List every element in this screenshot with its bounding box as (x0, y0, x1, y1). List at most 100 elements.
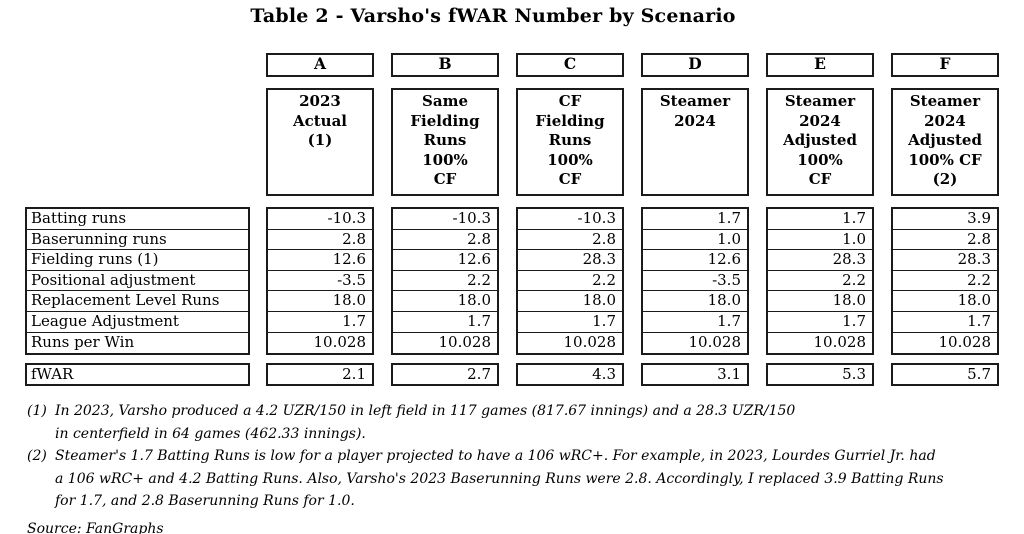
fwar-value-E: 5.3 (766, 363, 874, 386)
fwar-label-box: fWAR (25, 363, 250, 386)
scenario-line: CF (808, 170, 832, 188)
column-letter-F: F (891, 53, 999, 77)
column-letter-D: D (641, 53, 749, 77)
value-cell: 28.3 (893, 250, 997, 271)
scenario-line: 2023 (299, 92, 341, 110)
scenario-line: 100% (422, 150, 468, 169)
value-cell: 2.2 (893, 271, 997, 292)
scenario-line: 100% (547, 150, 593, 169)
scenario-header-B: Same Fielding Runs 100% CF (391, 88, 499, 196)
column-letter-E: E (766, 53, 874, 77)
value-cell: 10.028 (813, 332, 867, 351)
value-cell: 2.2 (518, 271, 622, 292)
column-letter-B: B (391, 53, 499, 77)
footnote-line: a 106 wRC+ and 4.2 Batting Runs. Also, V… (27, 468, 1017, 491)
footnote-text: for 1.7, and 2.8 Baserunning Runs for 1.… (55, 493, 355, 509)
scenario-line: Fielding (410, 111, 480, 130)
scenario-line: Steamer (659, 92, 731, 110)
value-cell: 1.7 (268, 312, 372, 333)
value-cell: 10.028 (438, 332, 492, 351)
row-labels-block: Batting runs Baserunning runs Fielding run… (25, 207, 250, 356)
value-cell: 10.028 (313, 332, 367, 351)
fwar-value-C: 4.3 (516, 363, 624, 386)
value-cell: 10.028 (938, 332, 992, 351)
row-label: League Adjustment (27, 312, 248, 333)
value-cell: 18.0 (643, 291, 747, 312)
value-cell: 3.9 (893, 209, 997, 230)
scenario-line: (2) (932, 170, 958, 188)
footnote-text: In 2023, Varsho produced a 4.2 UZR/150 i… (55, 403, 796, 419)
values-column-E: 1.7 1.0 28.3 2.2 18.0 1.7 10.028 (766, 207, 874, 356)
values-column-C: -10.3 2.8 28.3 2.2 18.0 1.7 10.028 (516, 207, 624, 356)
value-cell: 2.8 (268, 230, 372, 251)
scenario-header-A: 2023 Actual (1) (266, 88, 374, 196)
row-label: Baserunning runs (27, 230, 248, 251)
scenario-line: Adjusted (908, 131, 982, 149)
value-cell: 2.8 (518, 230, 622, 251)
value-cell: 18.0 (893, 291, 997, 312)
scenario-line: Adjusted (783, 131, 857, 149)
scenario-header-D: Steamer 2024 (641, 88, 749, 196)
fwar-label: fWAR (31, 365, 74, 383)
footnote-text: Steamer's 1.7 Batting Runs is low for a … (55, 448, 936, 464)
value-cell: 1.7 (768, 209, 872, 230)
value-cell: 1.7 (768, 312, 872, 333)
footnote-text: in centerfield in 64 games (462.33 innin… (55, 425, 366, 442)
scenario-line: 2024 (924, 111, 966, 130)
value-cell: 1.7 (393, 312, 497, 333)
value-cell: -3.5 (643, 271, 747, 292)
footnote-line: for 1.7, and 2.8 Baserunning Runs for 1.… (27, 490, 1017, 513)
footnote-marker (27, 423, 55, 446)
fwar-value-A: 2.1 (266, 363, 374, 386)
footnote-lines: (1) In 2023, Varsho produced a 4.2 UZR/15… (27, 400, 1017, 513)
scenario-line: Steamer (784, 92, 856, 110)
fwar-value-D: 3.1 (641, 363, 749, 386)
value-cell: 1.7 (643, 312, 747, 333)
fwar-value-F: 5.7 (891, 363, 999, 386)
footnote-marker: (1) (27, 403, 47, 419)
values-column-B: -10.3 2.8 12.6 2.2 18.0 1.7 10.028 (391, 207, 499, 356)
value-cell: 1.0 (768, 230, 872, 251)
value-cell: 10.028 (563, 332, 617, 351)
value-cell: 12.6 (393, 250, 497, 271)
row-label: Batting runs (27, 209, 248, 230)
row-label: Positional adjustment (27, 271, 248, 292)
footnote-text: a 106 wRC+ and 4.2 Batting Runs. Also, V… (55, 470, 944, 487)
scenario-line: CF (433, 170, 457, 188)
scenario-header-F: Steamer 2024 Adjusted 100% CF (2) (891, 88, 999, 196)
value-cell: 2.2 (393, 271, 497, 292)
value-cell: 1.0 (643, 230, 747, 251)
footnote-marker: (2) (27, 448, 47, 464)
scenario-line: (1) (307, 131, 333, 149)
values-column-F: 3.9 2.8 28.3 2.2 18.0 1.7 10.028 (891, 207, 999, 356)
scenario-line: 100% CF (908, 150, 982, 169)
scenario-line: CF (558, 170, 582, 188)
value-cell: 28.3 (768, 250, 872, 271)
value-cell: -3.5 (268, 271, 372, 292)
value-cell: 1.7 (518, 312, 622, 333)
scenario-header-C: CF Fielding Runs 100% CF (516, 88, 624, 196)
scenario-header-E: Steamer 2024 Adjusted 100% CF (766, 88, 874, 196)
scenario-line: Runs (548, 131, 592, 149)
scenario-line: 2024 (799, 111, 841, 130)
value-cell: 10.028 (688, 332, 742, 351)
values-column-D: 1.7 1.0 12.6 -3.5 18.0 1.7 10.028 (641, 207, 749, 356)
value-cell: 12.6 (268, 250, 372, 271)
value-cell: 18.0 (768, 291, 872, 312)
fwar-value-B: 2.7 (391, 363, 499, 386)
value-cell: -10.3 (268, 209, 372, 230)
scenario-line: Runs (423, 131, 467, 149)
footnote-line: (1) In 2023, Varsho produced a 4.2 UZR/15… (27, 400, 1017, 423)
footnote-line: (2) Steamer's 1.7 Batting Runs is low for… (27, 445, 1017, 468)
value-cell: 18.0 (393, 291, 497, 312)
value-cell: 18.0 (518, 291, 622, 312)
footnote-marker (27, 490, 55, 513)
value-cell: 1.7 (643, 209, 747, 230)
row-label: Fielding runs (1) (27, 250, 248, 271)
column-letter-A: A (266, 53, 374, 77)
row-label: Replacement Level Runs (27, 291, 248, 312)
scenario-line: Same (422, 92, 468, 110)
column-letter-C: C (516, 53, 624, 77)
footnotes-block: (1) In 2023, Varsho produced a 4.2 UZR/15… (27, 400, 1017, 534)
